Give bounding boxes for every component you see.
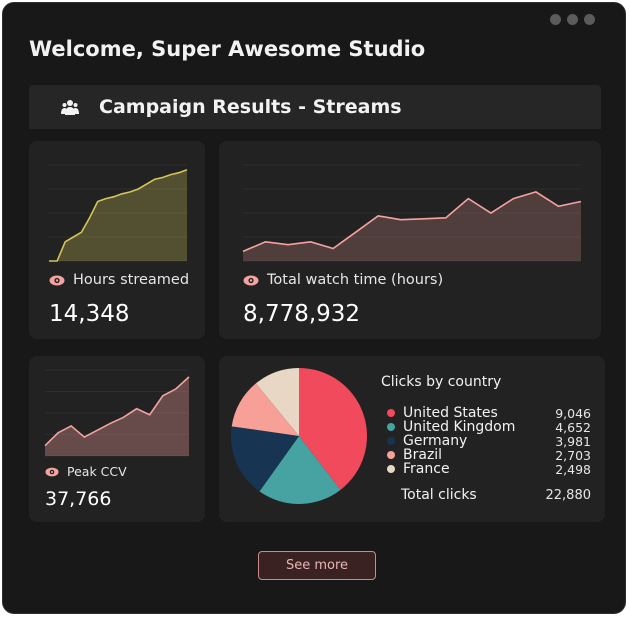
legend-dot-icon — [387, 437, 395, 445]
watch-time-card: Total watch time (hours) 8,778,932 — [219, 141, 601, 339]
clicks-by-country-card: Clicks by country United States 9,046 Un… — [219, 356, 605, 522]
peak-ccv-area — [45, 376, 189, 456]
legend-dot-icon — [387, 465, 395, 473]
hours-streamed-label-row: Hours streamed — [49, 272, 189, 288]
legend-item: United States 9,046 — [387, 405, 591, 421]
window-dot-icon[interactable] — [567, 14, 578, 25]
hours-streamed-value: 14,348 — [49, 301, 130, 327]
legend-item: Brazil 2,703 — [387, 447, 591, 463]
pie-slice — [299, 368, 368, 490]
legend-country: Brazil — [403, 447, 443, 463]
eye-icon — [49, 275, 65, 285]
legend-item: France 2,498 — [387, 461, 591, 477]
legend-item: Germany 3,981 — [387, 433, 591, 449]
campaign-header: Campaign Results - Streams — [29, 85, 601, 129]
hours-streamed-label: Hours streamed — [73, 272, 190, 288]
legend-dot-icon — [387, 451, 395, 459]
window-controls — [550, 14, 595, 25]
window-dot-icon[interactable] — [550, 14, 561, 25]
clicks-pie-chart — [231, 368, 368, 504]
eye-icon — [243, 275, 259, 285]
see-more-button[interactable]: See more — [258, 551, 376, 580]
hours-streamed-area — [49, 169, 187, 261]
campaign-title: Campaign Results - Streams — [99, 96, 402, 118]
clicks-title: Clicks by country — [381, 374, 502, 390]
welcome-title: Welcome, Super Awesome Studio — [29, 37, 426, 61]
peak-ccv-label: Peak CCV — [67, 464, 127, 479]
hours-streamed-card: Hours streamed 14,348 — [29, 141, 205, 339]
watch-time-label-row: Total watch time (hours) — [243, 272, 443, 288]
legend-value: 3,981 — [555, 434, 591, 449]
watch-time-line — [242, 191, 582, 253]
peak-ccv-card: Peak CCV 37,766 — [29, 356, 205, 522]
peak-ccv-label-row: Peak CCV — [45, 464, 127, 479]
legend-value: 2,498 — [555, 462, 591, 477]
watch-time-label: Total watch time (hours) — [267, 272, 444, 288]
peak-ccv-value: 37,766 — [45, 488, 112, 510]
pie-slice — [255, 368, 299, 436]
window-dot-icon[interactable] — [584, 14, 595, 25]
watch-time-area — [243, 191, 581, 261]
legend-country: France — [403, 461, 450, 477]
legend-country: United Kingdom — [403, 419, 516, 435]
total-clicks-value: 22,880 — [545, 488, 592, 503]
peak-ccv-chart — [44, 369, 190, 457]
peak-ccv-line — [44, 376, 190, 447]
pie-slice — [231, 426, 299, 492]
total-clicks-label: Total clicks — [401, 487, 477, 503]
legend-value: 4,652 — [555, 420, 591, 435]
users-icon — [61, 100, 79, 115]
legend-country: United States — [403, 405, 498, 421]
legend-dot-icon — [387, 423, 395, 431]
hours-streamed-chart — [49, 164, 188, 262]
pie-slice — [259, 436, 341, 504]
watch-time-value: 8,778,932 — [243, 301, 361, 327]
pie-slice — [231, 383, 299, 436]
eye-icon — [45, 467, 59, 476]
watch-time-chart — [242, 164, 582, 262]
legend-value: 9,046 — [555, 406, 591, 421]
legend-value: 2,703 — [555, 448, 591, 463]
legend-dot-icon — [387, 409, 395, 417]
legend-item: United Kingdom 4,652 — [387, 419, 591, 435]
hours-streamed-line — [49, 169, 188, 262]
legend-country: Germany — [403, 433, 468, 449]
